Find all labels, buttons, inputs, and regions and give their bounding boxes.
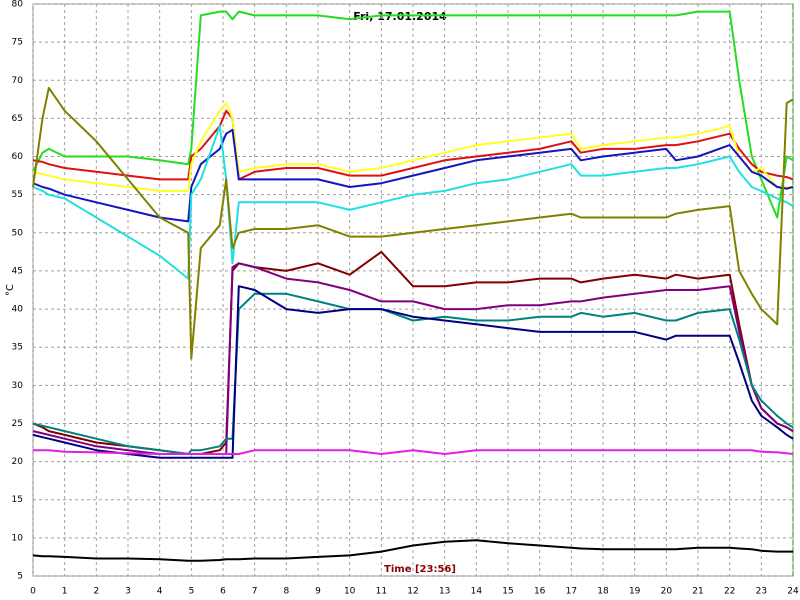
x-tick-label: 4	[157, 587, 163, 597]
y-tick-label: 60	[12, 152, 24, 162]
data-line	[32, 128, 794, 223]
x-axis-label: Time [23:56]	[384, 564, 456, 575]
y-tick-label: 65	[12, 114, 23, 124]
x-tick-label: 2	[93, 587, 99, 597]
x-tick-label: 19	[629, 587, 641, 597]
x-tick-label: 8	[283, 587, 289, 597]
x-tick-label: 15	[502, 587, 513, 597]
y-tick-label: 75	[12, 38, 23, 48]
x-tick-label: 1	[62, 587, 68, 597]
data-line	[32, 125, 794, 280]
y-tick-label: 45	[12, 266, 23, 276]
x-tick-label: 12	[407, 587, 418, 597]
data-line	[32, 292, 794, 455]
data-line	[32, 285, 794, 459]
x-tick-label: 6	[220, 587, 226, 597]
x-tick-label: 0	[30, 587, 36, 597]
x-tick-label: 18	[597, 587, 609, 597]
y-tick-label: 25	[12, 419, 23, 429]
x-tick-label: 3	[125, 587, 131, 597]
data-line	[32, 539, 793, 562]
y-tick-label: 15	[12, 495, 23, 505]
data-line	[33, 449, 794, 455]
y-axis-label: °C	[5, 284, 16, 296]
x-tick-label: 23	[756, 587, 767, 597]
y-tick-label: 30	[12, 381, 24, 391]
y-tick-label: 5	[17, 572, 23, 582]
data-line	[32, 109, 794, 181]
x-tick-label: 24	[787, 587, 799, 597]
x-tick-label: 9	[315, 587, 321, 597]
x-tick-label: 10	[344, 587, 356, 597]
x-tick-label: 21	[692, 587, 703, 597]
y-tick-label: 10	[12, 533, 24, 543]
x-tick-label: 7	[252, 587, 258, 597]
x-tick-label: 20	[661, 587, 673, 597]
y-tick-label: 50	[12, 228, 24, 238]
x-tick-label: 13	[439, 587, 450, 597]
y-tick-label: 35	[12, 343, 23, 353]
data-line	[32, 10, 794, 219]
y-tick-label: 80	[12, 0, 24, 10]
y-tick-label: 55	[12, 190, 23, 200]
x-tick-label: 11	[376, 587, 387, 597]
y-tick-label: 20	[12, 457, 24, 467]
chart-title: Fri, 17.01.2014	[353, 10, 447, 23]
data-line	[32, 102, 793, 192]
x-tick-label: 14	[471, 587, 483, 597]
y-tick-label: 70	[12, 76, 24, 86]
x-tick-label: 5	[188, 587, 194, 597]
x-tick-label: 17	[566, 587, 577, 597]
data-line	[32, 86, 794, 360]
x-tick-label: 16	[534, 587, 546, 597]
y-tick-label: 40	[12, 305, 24, 315]
x-tick-label: 22	[724, 587, 735, 597]
